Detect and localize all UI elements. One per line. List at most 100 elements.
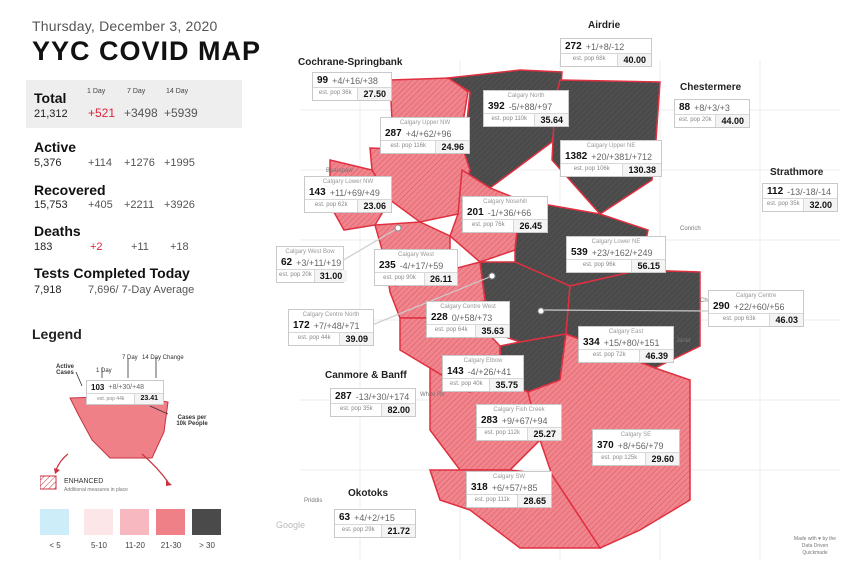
cases-per-10k: 46.39 <box>639 350 673 362</box>
district-name: Calgary West Bow <box>285 249 335 255</box>
district-card-calgary-upper-nw[interactable]: Calgary Upper NW 287 +4/+62/+96 est. pop 11… <box>380 117 470 154</box>
population: est. pop 63k <box>722 316 756 322</box>
population: est. pop 20k <box>279 272 312 278</box>
case-change: +8/+56/+79 <box>617 440 664 451</box>
region-airdrie: Airdrie <box>588 20 621 31</box>
district-card-okotoks[interactable]: 63 +4/+2/+15 est. pop 29k 21.72 <box>334 509 416 538</box>
district-name: Calgary Centre West <box>440 304 496 310</box>
district-card-calgary-centre[interactable]: Calgary Centre 290 +22/+60/+56 est. pop 63k… <box>708 290 804 327</box>
district-name: Calgary East <box>608 329 644 335</box>
district-card-calgary-se[interactable]: Calgary SE 370 +8/+56/+79 est. pop 125k 29.6… <box>592 429 680 466</box>
case-change: +4/+16/+38 <box>332 75 378 86</box>
active-cases: 112 <box>767 186 784 197</box>
active-cases: 1382 <box>565 151 588 162</box>
legend-sample-rate: 23.41 <box>134 394 163 404</box>
region-chestermere: Chestermere <box>680 82 742 93</box>
district-name: Calgary Upper NE <box>586 143 636 149</box>
district-name: Calgary SW <box>492 474 525 480</box>
district-card-calgary-fish-creek[interactable]: Calgary Fish Creek 283 +9/+67/+94 est. pop … <box>476 404 562 441</box>
active-cases: 287 <box>385 128 402 139</box>
cases-per-10k: 26.11 <box>423 273 457 285</box>
cases-per-10k: 44.00 <box>715 115 749 127</box>
case-change: -5/+88/+97 <box>508 101 553 112</box>
cases-per-10k: 29.60 <box>645 453 679 465</box>
population: est. pop 76k <box>471 222 505 228</box>
district-name: Calgary Centre North <box>302 312 360 318</box>
district-card-chestermere[interactable]: 88 +8/+3/+3 est. pop 20k 44.00 <box>674 99 750 128</box>
legend-swatch <box>192 509 221 535</box>
recovered-value: 15,753 <box>34 199 68 211</box>
cases-per-10k: 26.45 <box>513 220 547 232</box>
legend-14day: 14 Day Change <box>142 355 184 361</box>
district-card-canmore[interactable]: 287 -13/+30/+174 est. pop 35k 82.00 <box>330 388 416 417</box>
active-cases: 290 <box>713 301 730 312</box>
district-card-calgary-west[interactable]: Calgary West 235 -4/+17/+59 est. pop 90k 26.… <box>374 249 458 286</box>
population: est. pop 116k <box>390 143 427 149</box>
recovered-1day: +405 <box>88 199 113 211</box>
map-label-conrich: Conrich <box>680 226 701 232</box>
population: est. pop 35k <box>766 201 800 207</box>
map-label-janet: Janet <box>676 338 691 344</box>
cases-per-10k: 56.15 <box>631 260 665 272</box>
district-name: Calgary West <box>398 252 434 258</box>
population: est. pop 64k <box>434 327 468 333</box>
google-logo: Google <box>276 520 306 530</box>
cases-per-10k: 35.75 <box>489 379 523 391</box>
district-card-calgary-nosehill[interactable]: Calgary Nosehill 201 -1/+36/+66 est. pop 76… <box>462 196 548 233</box>
population: est. pop 96k <box>582 262 616 268</box>
district-card-calgary-lower-nw[interactable]: Calgary Lower NW 143 +11/+69/+49 est. pop 6… <box>304 176 392 213</box>
active-cases: 392 <box>488 101 505 112</box>
recovered-14day: +3926 <box>164 199 195 211</box>
legend-1day: 1 Day <box>96 368 112 374</box>
cases-per-10k: 28.65 <box>517 495 551 507</box>
legend-enhanced-note: Additional measures in place <box>64 487 128 493</box>
total-14day: +5939 <box>164 106 198 120</box>
district-card-calgary-east[interactable]: Calgary East 334 +15/+80/+151 est. pop 72k 4… <box>578 326 674 363</box>
district-card-calgary-centre-north[interactable]: Calgary Centre North 172 +7/+48/+71 est. po… <box>288 309 374 346</box>
active-cases: 539 <box>571 247 588 258</box>
credit: Made with ♥ by the Data Driven Quickmade <box>793 536 837 556</box>
district-card-calgary-upper-ne[interactable]: Calgary Upper NE 1382 +20/+381/+712 est. po… <box>560 140 662 177</box>
case-change: 0/+58/+73 <box>451 312 493 323</box>
map-label-white-rk: White Rk <box>420 392 445 398</box>
region-canmore: Canmore & Banff <box>325 370 407 381</box>
deaths-label: Deaths <box>34 223 81 239</box>
region-strathmore: Strathmore <box>770 167 824 178</box>
district-card-calgary-west-bow[interactable]: Calgary West Bow 62 +3/+11/+19 est. pop 20k… <box>276 246 348 283</box>
cases-per-10k: 40.00 <box>617 54 651 66</box>
district-card-calgary-sw[interactable]: Calgary SW 318 +6/+57/+85 est. pop 111k 28.6… <box>466 471 552 508</box>
cases-per-10k: 23.06 <box>357 200 391 212</box>
active-cases: 63 <box>339 512 351 523</box>
total-label: Total <box>34 90 67 106</box>
population: est. pop 44k <box>297 335 331 341</box>
district-name: Calgary Upper NW <box>399 120 451 126</box>
active-label: Active <box>34 139 77 155</box>
district-card-airdrie[interactable]: 272 +1/+8/-12 est. pop 68k 40.00 <box>560 38 652 67</box>
legend-active-cases: Active Cases <box>55 364 74 376</box>
case-change: -4/+26/+41 <box>467 366 512 377</box>
legend-swatch <box>84 509 113 535</box>
page-title: YYC COVID MAP <box>32 36 262 66</box>
active-cases: 235 <box>379 260 396 271</box>
recovered-7day: +2211 <box>124 199 155 211</box>
cases-per-10k: 32.00 <box>803 199 837 211</box>
active-cases: 201 <box>467 207 484 218</box>
legend-sample-pop: est. pop 44k <box>97 396 125 402</box>
cases-per-10k: 25.27 <box>527 428 561 440</box>
case-change: -13/-18/-14 <box>787 186 832 197</box>
active-value: 5,376 <box>34 157 62 169</box>
cases-per-10k: 35.64 <box>534 114 568 126</box>
population: est. pop 68k <box>572 56 606 62</box>
case-change: -1/+36/+66 <box>487 207 532 218</box>
population: est. pop 36k <box>318 90 352 96</box>
district-name: Calgary SE <box>620 432 652 438</box>
active-cases: 172 <box>293 320 310 331</box>
district-card-cochrane[interactable]: 99 +4/+16/+38 est. pop 36k 27.50 <box>312 72 392 101</box>
district-card-calgary-elbow[interactable]: Calgary Elbow 143 -4/+26/+41 est. pop 40k 35… <box>442 355 524 392</box>
district-card-strathmore[interactable]: 112 -13/-18/-14 est. pop 35k 32.00 <box>762 183 838 212</box>
active-cases: 334 <box>583 337 600 348</box>
district-card-calgary-north[interactable]: Calgary North 392 -5/+88/+97 est. pop 110k 3… <box>483 90 569 127</box>
district-card-calgary-centre-west[interactable]: Calgary Centre West 228 0/+58/+73 est. pop … <box>426 301 510 338</box>
district-card-calgary-lower-ne[interactable]: Calgary Lower NE 539 +23/+162/+249 est. pop… <box>566 236 666 273</box>
case-change: +3/+11/+19 <box>296 257 342 268</box>
